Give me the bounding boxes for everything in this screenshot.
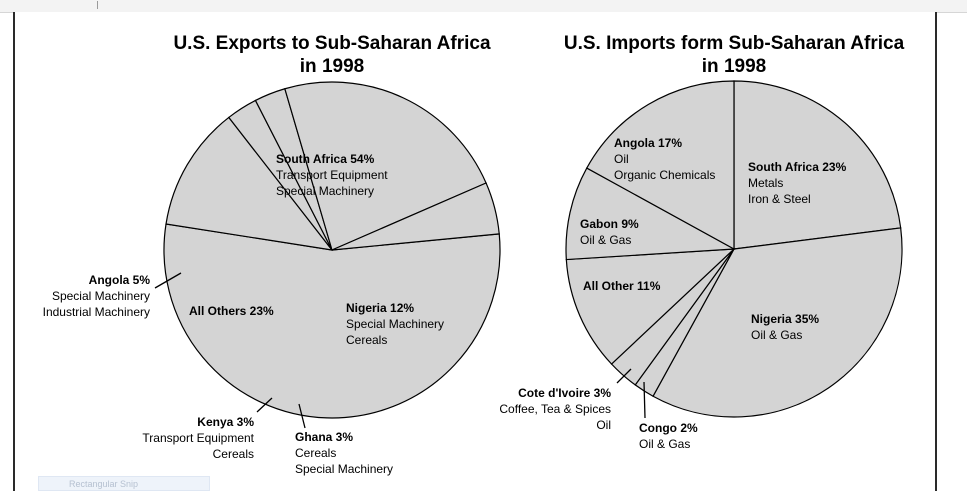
imports-label-congo-leader-line bbox=[643, 381, 646, 419]
exports-label-all-others-heading: All Others 23% bbox=[189, 304, 274, 318]
exports-label-angola-heading: Angola 5% bbox=[89, 273, 151, 287]
exports-label-south-africa-detail: Special Machinery bbox=[276, 184, 374, 198]
imports-slice-angola bbox=[585, 80, 735, 251]
imports-label-gabon-heading: Gabon 9% bbox=[580, 217, 639, 231]
imports-slice-south-africa bbox=[733, 80, 902, 250]
imports-label-congo-detail: Oil & Gas bbox=[639, 437, 690, 451]
imports-slice-all-other bbox=[565, 248, 736, 365]
exports-label-ghana-detail: Cereals bbox=[295, 446, 336, 460]
exports-slice-all-others bbox=[284, 81, 487, 251]
slice-labels: South Africa 54% Transport Equipment Speci… bbox=[43, 136, 847, 476]
imports-label-all-other-heading: All Other 11% bbox=[583, 279, 661, 293]
exports-label-south-africa-detail: Transport Equipment bbox=[276, 168, 388, 182]
exports-slice-nigeria bbox=[165, 116, 334, 251]
imports-chart-subtitle: in 1998 bbox=[702, 56, 766, 77]
exports-chart-subtitle: in 1998 bbox=[300, 56, 364, 77]
exports-label-south-africa-heading: South Africa 54% bbox=[276, 152, 375, 166]
imports-slice-gabon bbox=[565, 167, 737, 261]
exports-label-ghana-leader-line bbox=[298, 403, 306, 429]
exports-label-angola-detail: Special Machinery bbox=[52, 289, 150, 303]
imports-pie bbox=[565, 80, 903, 418]
exports-slice-south-africa bbox=[163, 223, 501, 419]
imports-label-gabon-detail: Oil & Gas bbox=[580, 233, 631, 247]
imports-label-cote-d-ivoire-leader-line bbox=[616, 368, 632, 384]
imports-label-nigeria-detail: Oil & Gas bbox=[751, 328, 802, 342]
exports-slice-angola bbox=[331, 182, 500, 251]
imports-slice-nigeria bbox=[652, 227, 903, 418]
exports-label-nigeria-detail: Cereals bbox=[346, 333, 387, 347]
imports-label-south-africa-heading: South Africa 23% bbox=[748, 160, 847, 174]
exports-label-ghana-heading: Ghana 3% bbox=[295, 430, 353, 444]
imports-label-angola-detail: Organic Chemicals bbox=[614, 168, 715, 182]
exports-chart-title: U.S. Exports to Sub-Saharan Africa bbox=[173, 33, 491, 54]
imports-label-nigeria-heading: Nigeria 35% bbox=[751, 312, 819, 326]
exports-label-kenya-leader-line bbox=[256, 397, 273, 413]
exports-label-angola-leader-line bbox=[154, 272, 182, 289]
imports-label-angola-detail: Oil bbox=[614, 152, 629, 166]
imports-label-cote-d-ivoire-detail: Coffee, Tea & Spices bbox=[499, 402, 611, 416]
exports-label-kenya-detail: Cereals bbox=[213, 447, 254, 461]
imports-label-congo-heading: Congo 2% bbox=[639, 421, 698, 435]
exports-label-kenya-heading: Kenya 3% bbox=[197, 415, 254, 429]
toolbar-divider bbox=[97, 1, 98, 9]
exports-label-nigeria-heading: Nigeria 12% bbox=[346, 301, 414, 315]
imports-label-cote-d-ivoire-heading: Cote d'Ivoire 3% bbox=[518, 386, 611, 400]
exports-pie bbox=[163, 81, 501, 419]
imports-chart-title: U.S. Imports form Sub-Saharan Africa bbox=[564, 33, 905, 54]
imports-label-south-africa-detail: Iron & Steel bbox=[748, 192, 811, 206]
imports-label-angola-heading: Angola 17% bbox=[614, 136, 682, 150]
exports-label-ghana-detail: Special Machinery bbox=[295, 462, 393, 476]
exports-label-nigeria-detail: Special Machinery bbox=[346, 317, 444, 331]
imports-label-south-africa-detail: Metals bbox=[748, 176, 783, 190]
exports-label-angola-detail: Industrial Machinery bbox=[43, 305, 150, 319]
exports-label-kenya-detail: Transport Equipment bbox=[142, 431, 254, 445]
imports-label-cote-d-ivoire-detail: Oil bbox=[596, 418, 611, 432]
